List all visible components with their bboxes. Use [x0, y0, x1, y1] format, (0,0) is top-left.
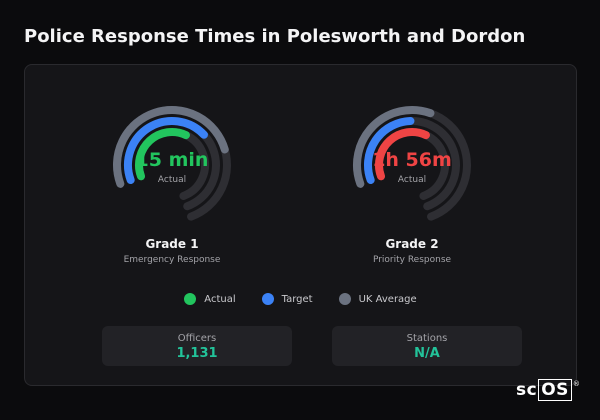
gauge-2-target-arc: [364, 117, 415, 185]
stat-officers-value: 1,131: [176, 346, 218, 361]
legend-item-target: Target: [261, 293, 313, 305]
stat-stations: Stations N/A: [332, 326, 522, 366]
legend-item-actual: Actual: [184, 293, 236, 305]
legend-label-target: Target: [281, 293, 313, 305]
gauge-grade-2-sublabel: Actual: [397, 175, 427, 185]
gauge-grade-1-value: 15 min: [135, 149, 209, 171]
gauge-grade-1-name: Grade 1: [145, 237, 199, 251]
gauge-grade-1-rings: [113, 106, 231, 221]
legend-dot-actual: [184, 293, 197, 305]
gauge-2-actual-arc: [375, 128, 430, 181]
legend-item-uk-average: UK Average: [338, 293, 417, 305]
stat-officers: Officers 1,131: [102, 326, 292, 366]
stat-stations-label: Stations: [406, 333, 448, 344]
scos-logo: sc OS ®: [516, 379, 581, 401]
gauge-grade-1: 15 min Actual Grade 1 Emergency Response: [102, 105, 242, 265]
response-times-panel: 15 min Actual Grade 1 Emergency Response…: [24, 64, 577, 386]
stat-officers-label: Officers: [177, 333, 217, 344]
legend-label-actual: Actual: [204, 293, 236, 305]
legend: Actual Target UK Average: [25, 293, 576, 305]
stat-stations-value: N/A: [414, 346, 440, 361]
gauge-grade-2-name: Grade 2: [385, 237, 439, 251]
legend-dot-uk-average: [338, 293, 351, 305]
legend-label-uk-average: UK Average: [358, 293, 417, 305]
gauge-grade-2-value: 1h 56m: [372, 149, 452, 171]
gauge-grade-2-description: Priority Response: [372, 255, 452, 265]
gauge-2-uk-average-arc: [353, 106, 435, 188]
gauge-1-actual-arc: [135, 128, 190, 181]
gauge-grade-1-sublabel: Actual: [157, 175, 187, 185]
page-title: Police Response Times in Polesworth and …: [24, 26, 526, 47]
gauge-grade-2-rings: [353, 106, 471, 221]
gauge-1-uk-average-arc: [113, 106, 229, 188]
legend-dot-target: [261, 293, 274, 305]
gauge-grade-2: 1h 56m Actual Grade 2 Priority Response: [342, 105, 482, 265]
gauge-grade-1-description: Emergency Response: [123, 255, 221, 265]
gauge-1-target-arc: [124, 117, 208, 185]
